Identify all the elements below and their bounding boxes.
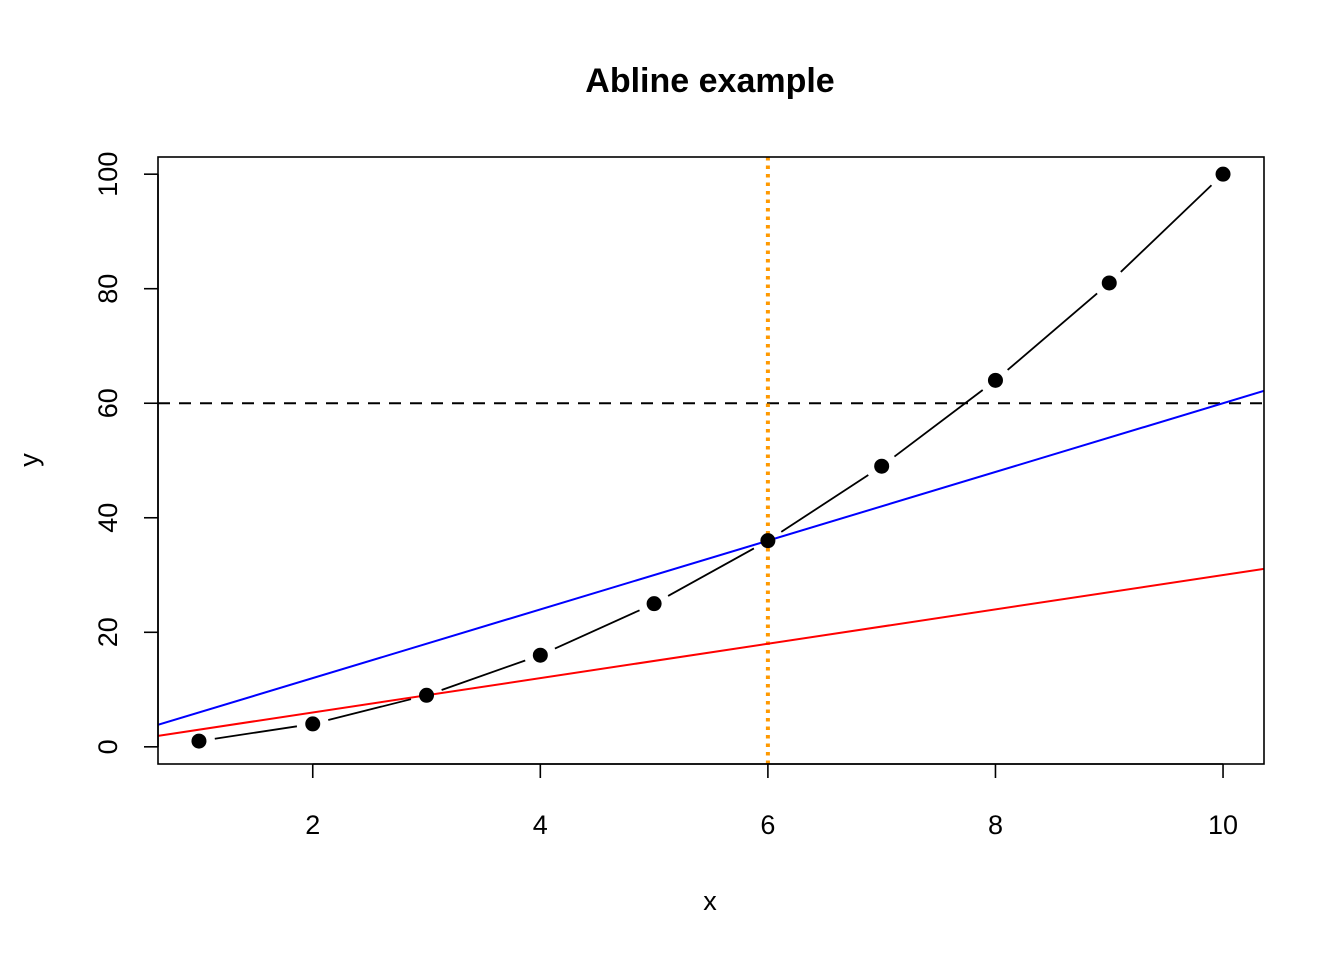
data-point: [191, 733, 207, 749]
series-segment: [1007, 292, 1098, 371]
data-point: [1101, 275, 1117, 291]
x-tick-label: 6: [760, 810, 775, 840]
y-tick-label: 0: [93, 739, 123, 754]
series-segment: [1120, 184, 1213, 273]
y-tick-label: 40: [93, 503, 123, 533]
data-point: [1215, 166, 1231, 182]
reference-line-abline: [158, 389, 1264, 726]
reference-line-abline: [158, 567, 1264, 737]
x-tick-label: 8: [988, 810, 1003, 840]
x-axis: 2 4 6 8 10: [305, 763, 1238, 840]
data-series: [191, 166, 1231, 749]
x-tick-label: 4: [533, 810, 548, 840]
data-point: [987, 372, 1003, 388]
reference-lines: [158, 157, 1264, 764]
data-point: [646, 596, 662, 612]
data-point: [419, 687, 435, 703]
data-point: [305, 716, 321, 732]
y-tick-label: 80: [93, 274, 123, 304]
series-segment: [780, 474, 869, 533]
x-tick-label: 10: [1208, 810, 1238, 840]
y-axis-label: y: [14, 453, 44, 467]
x-tick-label: 2: [305, 810, 320, 840]
y-tick-label: 20: [93, 617, 123, 647]
chart-title: Abline example: [585, 62, 834, 100]
series-segment: [893, 389, 984, 458]
series-segment: [667, 547, 755, 597]
y-tick-label: 60: [93, 388, 123, 418]
data-point: [760, 533, 776, 549]
x-axis-label: x: [703, 886, 717, 916]
series-segment: [214, 725, 298, 740]
y-axis: 0 20 40 60 80 100: [93, 152, 159, 754]
data-point: [874, 458, 890, 474]
plot-frame: [157, 156, 1265, 765]
data-point: [532, 647, 548, 663]
series-segment: [328, 698, 412, 721]
series-segment: [554, 609, 640, 650]
series-segment: [441, 659, 526, 691]
y-tick-label: 100: [93, 152, 123, 197]
